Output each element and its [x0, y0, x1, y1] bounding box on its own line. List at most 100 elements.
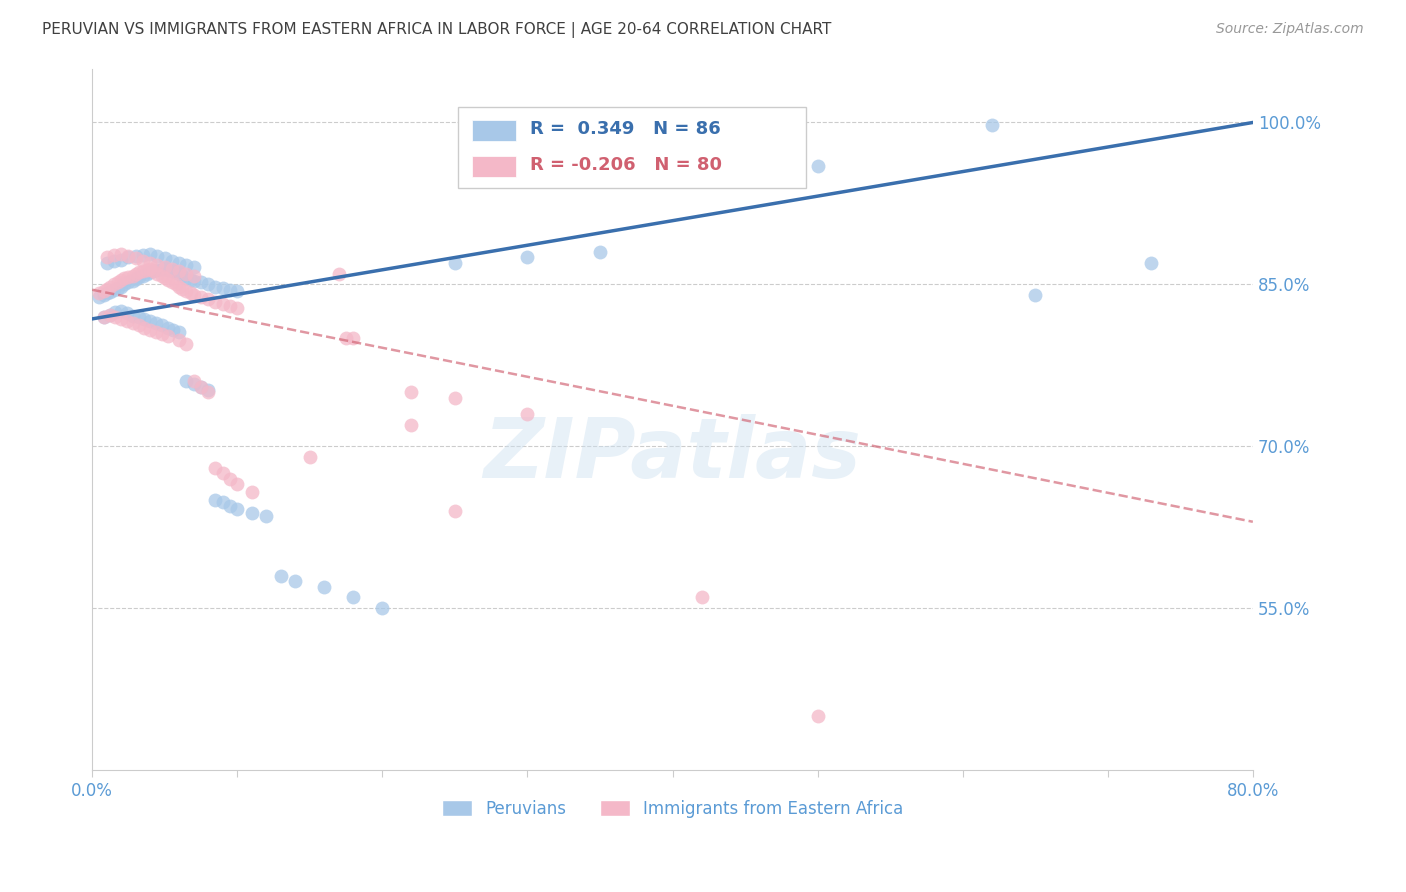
Point: [107, 280, 129, 294]
Point: [150, 318, 173, 333]
Point: [371, 601, 394, 615]
Point: [153, 261, 176, 276]
Point: [132, 253, 155, 268]
Point: [176, 336, 198, 351]
Point: [160, 262, 183, 277]
Point: [117, 275, 139, 289]
Point: [110, 247, 132, 261]
Point: [103, 253, 125, 268]
Point: [204, 460, 226, 475]
Point: [98, 308, 121, 322]
Legend: Peruvians, Immigrants from Eastern Africa: Peruvians, Immigrants from Eastern Afric…: [436, 794, 910, 825]
Point: [128, 318, 150, 333]
Point: [167, 279, 190, 293]
Point: [516, 251, 538, 265]
Point: [156, 263, 179, 277]
Point: [172, 282, 194, 296]
Point: [104, 305, 127, 319]
Point: [197, 385, 219, 400]
Point: [176, 267, 198, 281]
Point: [401, 417, 423, 432]
Point: [160, 275, 183, 289]
Point: [146, 249, 169, 263]
Point: [1140, 256, 1163, 270]
Point: [226, 501, 249, 516]
Point: [139, 314, 162, 328]
Point: [132, 264, 155, 278]
Point: [167, 264, 190, 278]
Point: [110, 312, 132, 326]
FancyBboxPatch shape: [472, 120, 516, 141]
Text: R = -0.206   N = 80: R = -0.206 N = 80: [530, 156, 721, 174]
Point: [156, 320, 179, 334]
Point: [690, 591, 713, 605]
Point: [93, 288, 115, 302]
Point: [240, 484, 263, 499]
Point: [204, 493, 226, 508]
Point: [183, 260, 205, 274]
FancyBboxPatch shape: [472, 156, 516, 178]
Point: [167, 267, 190, 281]
Point: [132, 268, 155, 283]
Point: [134, 312, 156, 326]
Point: [117, 269, 139, 284]
Point: [115, 314, 138, 328]
Point: [204, 294, 226, 309]
Point: [270, 568, 292, 582]
Point: [180, 285, 202, 300]
Point: [93, 310, 115, 324]
Point: [328, 267, 350, 281]
Point: [128, 265, 150, 279]
Point: [516, 407, 538, 421]
Point: [117, 251, 139, 265]
Point: [176, 271, 198, 285]
Point: [401, 385, 423, 400]
Point: [142, 264, 165, 278]
Point: [183, 274, 205, 288]
Point: [314, 580, 336, 594]
Point: [197, 277, 219, 292]
Point: [136, 267, 159, 281]
Point: [165, 277, 187, 292]
Point: [980, 118, 1002, 132]
Point: [183, 376, 205, 391]
Point: [183, 375, 205, 389]
Point: [110, 273, 132, 287]
Point: [444, 504, 467, 518]
Point: [89, 285, 111, 300]
Point: [589, 244, 612, 259]
Point: [226, 477, 249, 491]
Point: [156, 273, 179, 287]
Point: [176, 375, 198, 389]
Point: [103, 248, 125, 262]
Point: [180, 273, 202, 287]
Point: [807, 709, 830, 723]
Point: [125, 267, 148, 281]
Point: [139, 256, 162, 270]
FancyBboxPatch shape: [458, 107, 806, 188]
Point: [115, 306, 138, 320]
Point: [98, 308, 121, 322]
Point: [204, 279, 226, 293]
Point: [172, 268, 194, 283]
Point: [132, 248, 155, 262]
Point: [145, 325, 167, 339]
Point: [153, 271, 176, 285]
Point: [197, 383, 219, 397]
Point: [139, 262, 162, 277]
Point: [211, 280, 233, 294]
Point: [125, 249, 148, 263]
Point: [219, 472, 242, 486]
Point: [197, 293, 219, 307]
Point: [98, 285, 121, 299]
Point: [121, 316, 143, 330]
Point: [139, 247, 162, 261]
Point: [142, 264, 165, 278]
Point: [211, 495, 233, 509]
Point: [167, 334, 190, 348]
Point: [160, 264, 183, 278]
Point: [165, 265, 187, 279]
Point: [146, 258, 169, 272]
Point: [153, 260, 176, 274]
Point: [167, 256, 190, 270]
